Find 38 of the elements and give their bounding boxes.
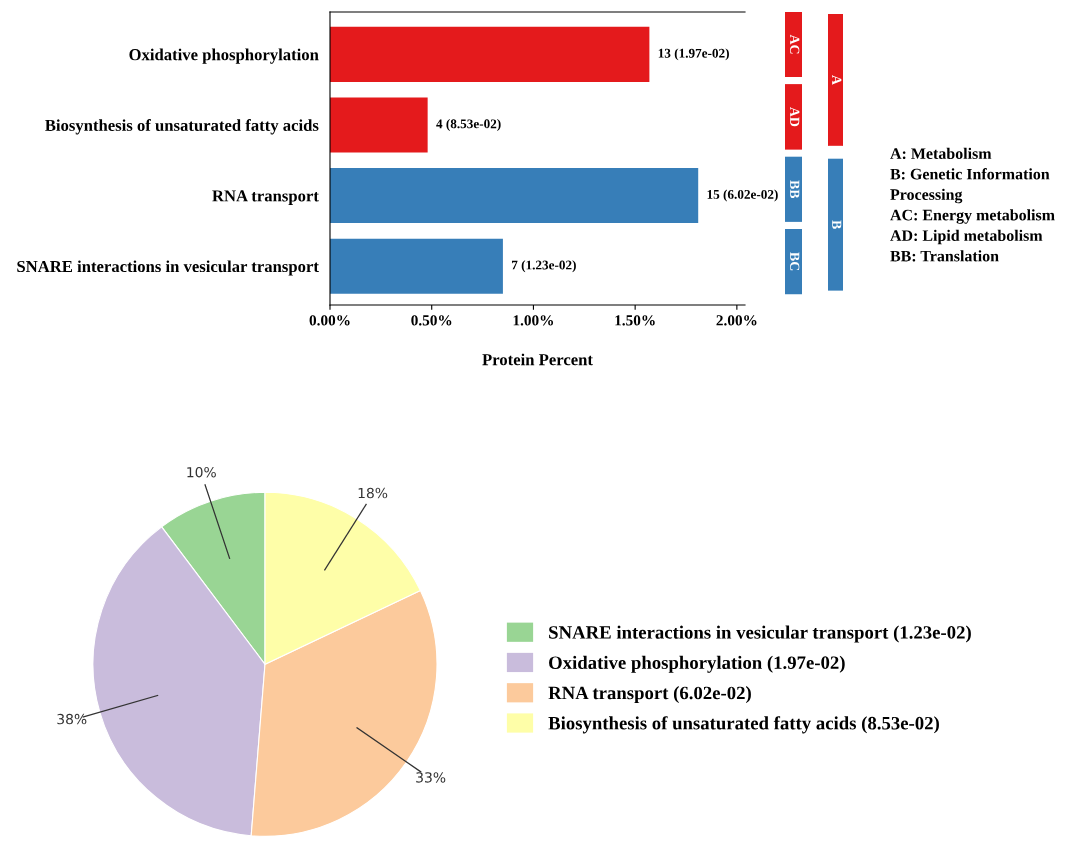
text: B: [832, 220, 842, 229]
legend-label: Oxidative phosphorylation (1.97e-02): [549, 655, 845, 673]
x-tick-label: 2.00%: [716, 315, 757, 326]
annotation: 15 (6.02e-02): [707, 189, 778, 202]
text: BC: [790, 252, 800, 271]
bar: [330, 238, 503, 294]
y-tick-label: Oxidative phosphorylation: [129, 48, 319, 64]
legend-label: SNARE interactions in vesicular transport (1.23e-02): [549, 625, 971, 643]
text: AD: [790, 107, 800, 127]
text: Processing: [890, 188, 963, 204]
legend-label: Biosynthesis of unsaturated fatty acids (8.53e-02): [548, 716, 939, 734]
data-label: 33%: [416, 772, 446, 783]
annotation: 4 (8.53e-02): [436, 118, 501, 131]
text: BB: [790, 180, 800, 199]
x-tick-label: 1.50%: [615, 315, 655, 326]
x-tick-label: 1.00%: [513, 315, 554, 326]
data-label: 10%: [187, 466, 216, 478]
text: BB: Translation: [890, 250, 999, 262]
bar: [330, 168, 699, 224]
data-label: 18%: [358, 487, 388, 499]
text: AC: [790, 34, 800, 54]
x-tick-label: 0.00%: [309, 315, 350, 326]
legend-label: RNA transport (6.02e-02): [548, 686, 751, 704]
y-tick-label: SNARE interactions in vesicular transport: [17, 260, 319, 276]
x-axis-title: Protein Percent: [482, 353, 593, 366]
text: A: Metabolism: [890, 147, 992, 160]
y-tick-label: Biosynthesis of unsaturated fatty acids: [45, 119, 319, 135]
annotation: 13 (1.97e-02): [658, 48, 729, 61]
text: B: Genetic Information: [890, 168, 1050, 180]
text: AD: Lipid metabolism: [890, 229, 1043, 245]
x-tick-label: 0.50%: [411, 315, 452, 326]
text: AC: Energy metabolism: [890, 209, 1055, 224]
text: A: [832, 75, 842, 85]
bar: [330, 97, 428, 153]
data-label: 38%: [57, 713, 87, 725]
bar: [330, 26, 650, 82]
y-tick-label: RNA transport: [212, 190, 319, 205]
annotation: 7 (1.23e-02): [512, 260, 576, 273]
